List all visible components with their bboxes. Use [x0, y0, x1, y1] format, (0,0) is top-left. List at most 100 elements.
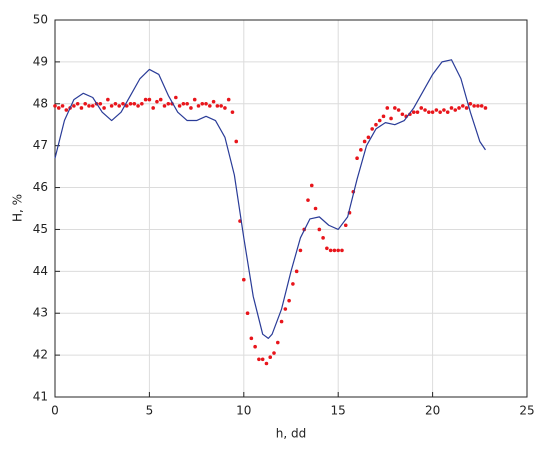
data-point [283, 307, 288, 311]
data-point [211, 99, 216, 104]
data-point [226, 97, 231, 102]
data-point [162, 104, 167, 108]
y-axis-label: H, % [11, 194, 25, 222]
data-point [234, 139, 239, 144]
x-tick-label: 10 [236, 404, 251, 418]
data-point [253, 344, 257, 349]
data-point [370, 127, 374, 131]
data-point [430, 110, 435, 114]
data-point [309, 183, 314, 188]
data-point [400, 112, 405, 117]
data-point [325, 246, 329, 251]
data-point [275, 340, 280, 345]
data-point [260, 357, 265, 362]
data-point [113, 101, 118, 106]
data-point [476, 104, 480, 108]
y-tick-label: 42 [33, 348, 48, 362]
x-tick-label: 25 [519, 404, 534, 418]
y-tick-label: 44 [33, 264, 48, 278]
data-point [143, 97, 148, 102]
data-line [54, 59, 486, 339]
data-point [393, 106, 397, 110]
data-point [196, 104, 201, 108]
data-point [321, 236, 325, 240]
data-point [336, 248, 341, 253]
data-point [355, 156, 359, 161]
data-point [87, 104, 91, 108]
data-point [287, 298, 291, 303]
data-point [449, 106, 454, 110]
data-point [140, 101, 144, 106]
data-point [423, 108, 427, 112]
data-point [177, 104, 182, 108]
data-point [79, 106, 84, 110]
x-tick-label: 20 [425, 404, 440, 418]
data-point [185, 101, 189, 106]
plot-area [54, 19, 528, 398]
x-tick-label: 15 [331, 404, 346, 418]
data-point [166, 101, 171, 106]
data-point [132, 101, 137, 106]
data-point [192, 97, 197, 102]
data-point [204, 101, 208, 106]
data-point [219, 104, 223, 108]
data-point [53, 104, 57, 108]
data-point [98, 101, 103, 106]
data-point [264, 361, 269, 366]
data-point [102, 106, 106, 110]
data-point [242, 277, 246, 282]
data-point [223, 106, 227, 110]
data-point [83, 101, 88, 106]
data-point [60, 104, 65, 108]
data-point [124, 104, 129, 108]
data-point [468, 101, 473, 106]
data-point [396, 108, 401, 112]
data-point [181, 101, 186, 106]
data-point [445, 110, 450, 114]
data-point [158, 97, 163, 102]
data-point [64, 108, 69, 112]
data-point [151, 106, 155, 110]
data-point [359, 148, 363, 152]
y-tick-label: 46 [33, 180, 48, 194]
data-point [208, 104, 212, 108]
data-point [230, 110, 235, 114]
data-point [268, 355, 273, 360]
data-point [174, 95, 178, 100]
data-point [136, 104, 140, 108]
data-point [438, 110, 442, 114]
data-point [362, 139, 367, 144]
y-tick-label: 41 [33, 390, 48, 404]
data-point [215, 104, 220, 108]
data-point [294, 269, 299, 274]
data-point [332, 248, 337, 253]
data-point [128, 101, 133, 106]
data-point [411, 110, 416, 114]
data-point [374, 122, 378, 127]
data-point [434, 108, 439, 112]
data-point [419, 106, 424, 110]
y-tick-label: 47 [33, 138, 48, 152]
y-tick-label: 49 [33, 54, 48, 68]
data-point [317, 227, 322, 232]
data-point [366, 135, 371, 140]
data-point [461, 104, 465, 108]
data-point [121, 101, 125, 106]
data-point [298, 248, 303, 253]
data-point [343, 223, 348, 228]
data-point [257, 357, 261, 362]
data-point [328, 248, 333, 253]
data-point [189, 106, 193, 110]
data-point [385, 106, 390, 110]
y-tick-label: 45 [33, 222, 48, 236]
data-point [381, 114, 386, 119]
data-point [483, 106, 488, 110]
data-point [472, 104, 476, 108]
data-point [155, 99, 159, 104]
x-tick-label: 5 [146, 404, 154, 418]
data-point [109, 104, 114, 108]
y-tick-label: 48 [33, 96, 48, 110]
data-point [457, 106, 461, 110]
x-tick-label: 0 [51, 404, 59, 418]
